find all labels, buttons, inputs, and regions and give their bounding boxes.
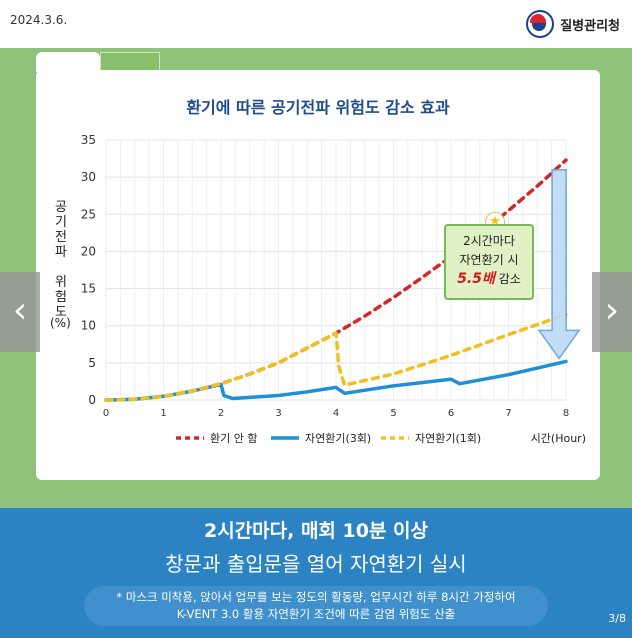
x-tick-label: 3 <box>275 408 281 419</box>
next-slide-button[interactable]: › <box>592 272 632 352</box>
headline: 2시간마다, 매회 10분 이상 <box>203 520 429 542</box>
y-tick-label: 15 <box>81 282 96 296</box>
legend-label: 환기 안 함 <box>210 432 257 445</box>
y-axis-unit: (%) <box>50 316 71 330</box>
x-tick-label: 8 <box>563 408 569 419</box>
x-tick-label: 6 <box>448 408 454 419</box>
series-line-3 <box>104 312 568 402</box>
x-axis-label: 시간(Hour) <box>531 432 586 445</box>
page-total: /8 <box>615 612 626 625</box>
callout-line2: 자연환기 시 <box>459 253 519 267</box>
y-tick-label: 5 <box>88 356 96 370</box>
y-tick-label: 25 <box>81 207 96 221</box>
x-tick-label: 7 <box>505 408 511 419</box>
footnote-line2: K-VENT 3.0 활용 자연환기 조건에 따른 감염 위험도 산출 <box>176 607 456 621</box>
y-tick-label: 20 <box>81 244 96 258</box>
y-tick-label: 0 <box>88 393 96 407</box>
x-tick-label: 5 <box>390 408 396 419</box>
footnote: * 마스크 미착용, 앉아서 업무를 보는 정도의 활동량, 업무시간 하루 8… <box>84 586 548 626</box>
callout-line1: 2시간마다 <box>463 234 515 248</box>
y-tick-label: 10 <box>81 319 96 333</box>
prev-slide-button[interactable]: ‹ <box>0 272 40 352</box>
y-tick-label: 35 <box>81 133 96 147</box>
page-current: 3 <box>608 612 616 625</box>
legend-label: 자연환기(1회) <box>415 432 481 445</box>
page-indicator: 3/8 <box>608 610 626 626</box>
panel-tab <box>100 52 160 71</box>
agency-name: 질병관리청 <box>560 18 620 34</box>
callout-box: 2시간마다 자연환기 시 5.5배 감소 <box>444 224 534 300</box>
subline: 창문과 출입문을 열어 자연환기 실시 <box>165 552 467 576</box>
agency-logo-icon <box>526 10 555 38</box>
x-tick-label: 4 <box>333 408 339 419</box>
x-tick-label: 1 <box>160 408 166 419</box>
y-axis-label: 공 기 전 파 위 험 도 <box>55 200 67 320</box>
chart-title: 환기에 따른 공기전파 위험도 감소 효과 <box>186 98 450 117</box>
date-label: 2024.3.6. <box>10 13 68 27</box>
x-tick-label: 2 <box>218 408 224 419</box>
footnote-line1: * 마스크 미착용, 앉아서 업무를 보는 정도의 활동량, 업무시간 하루 8… <box>116 590 516 604</box>
x-tick-label: 0 <box>103 408 109 419</box>
callout-emphasis: 5.5배 <box>457 271 495 287</box>
agency-brand: 질병관리청 <box>526 10 620 38</box>
y-tick-label: 30 <box>81 170 96 184</box>
legend-label: 자연환기(3회) <box>305 432 371 445</box>
down-arrow-icon <box>537 168 581 360</box>
callout-tail: 감소 <box>498 272 521 286</box>
callout-line3: 5.5배 감소 <box>446 270 532 289</box>
line-chart: 0 5 10 15 20 25 30 35 0 1 2 3 4 5 6 7 8 환기 안 함 자연환기(3회) 자연환… <box>81 133 586 445</box>
panel-tab-active <box>36 52 100 72</box>
